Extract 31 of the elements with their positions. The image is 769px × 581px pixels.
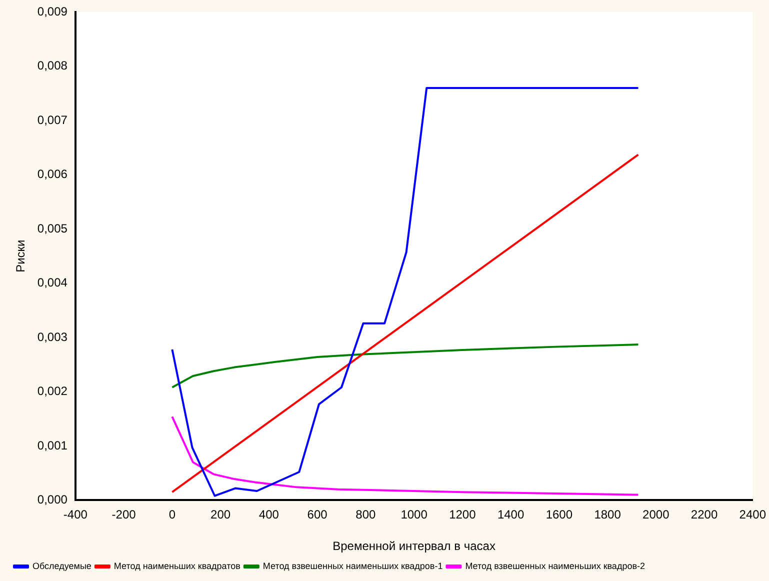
y-tick-label: 0,005 (37, 221, 68, 236)
legend-label: Метод взвешенных наименьших квадров-2 (465, 560, 645, 571)
legend-label: Метод наименьших квадратов (114, 560, 241, 571)
y-tick-label: 0,002 (37, 384, 68, 398)
y-tick-label: 0,007 (37, 112, 68, 127)
x-tick-label: 2200 (690, 508, 718, 522)
x-tick-label: 1400 (497, 508, 524, 522)
x-tick-label: 1600 (546, 508, 573, 522)
x-tick-label: 0 (168, 508, 176, 522)
x-axis-title: Временной интервал в часах (332, 539, 496, 554)
x-tick-label: 800 (356, 508, 376, 522)
y-tick-label: 0,001 (37, 438, 68, 452)
y-axis-title: Риски (14, 240, 28, 272)
y-tick-label: 0,009 (37, 4, 68, 18)
legend-label: Обследуемые (32, 560, 92, 571)
x-tick-label: 600 (307, 508, 328, 522)
x-tick-label: 1200 (449, 508, 476, 522)
x-tick-label: 200 (210, 508, 231, 522)
y-tick-label: 0,004 (37, 276, 68, 290)
y-tick-label: 0,008 (37, 58, 68, 73)
x-tick-label: 400 (258, 508, 280, 522)
legend-label: Метод взвешенных наименьших квадров-1 (262, 560, 443, 571)
x-tick-label: 1000 (400, 508, 428, 522)
y-tick-label: 0,006 (37, 167, 68, 182)
x-tick-label: 2000 (642, 508, 670, 522)
x-tick-label: -400 (63, 508, 88, 522)
x-tick-label: 1800 (594, 508, 622, 522)
y-tick-label: 0,000 (37, 492, 68, 507)
x-tick-label: -200 (112, 508, 136, 522)
y-tick-label: 0,003 (37, 330, 68, 344)
x-tick-label: 2400 (739, 508, 766, 522)
